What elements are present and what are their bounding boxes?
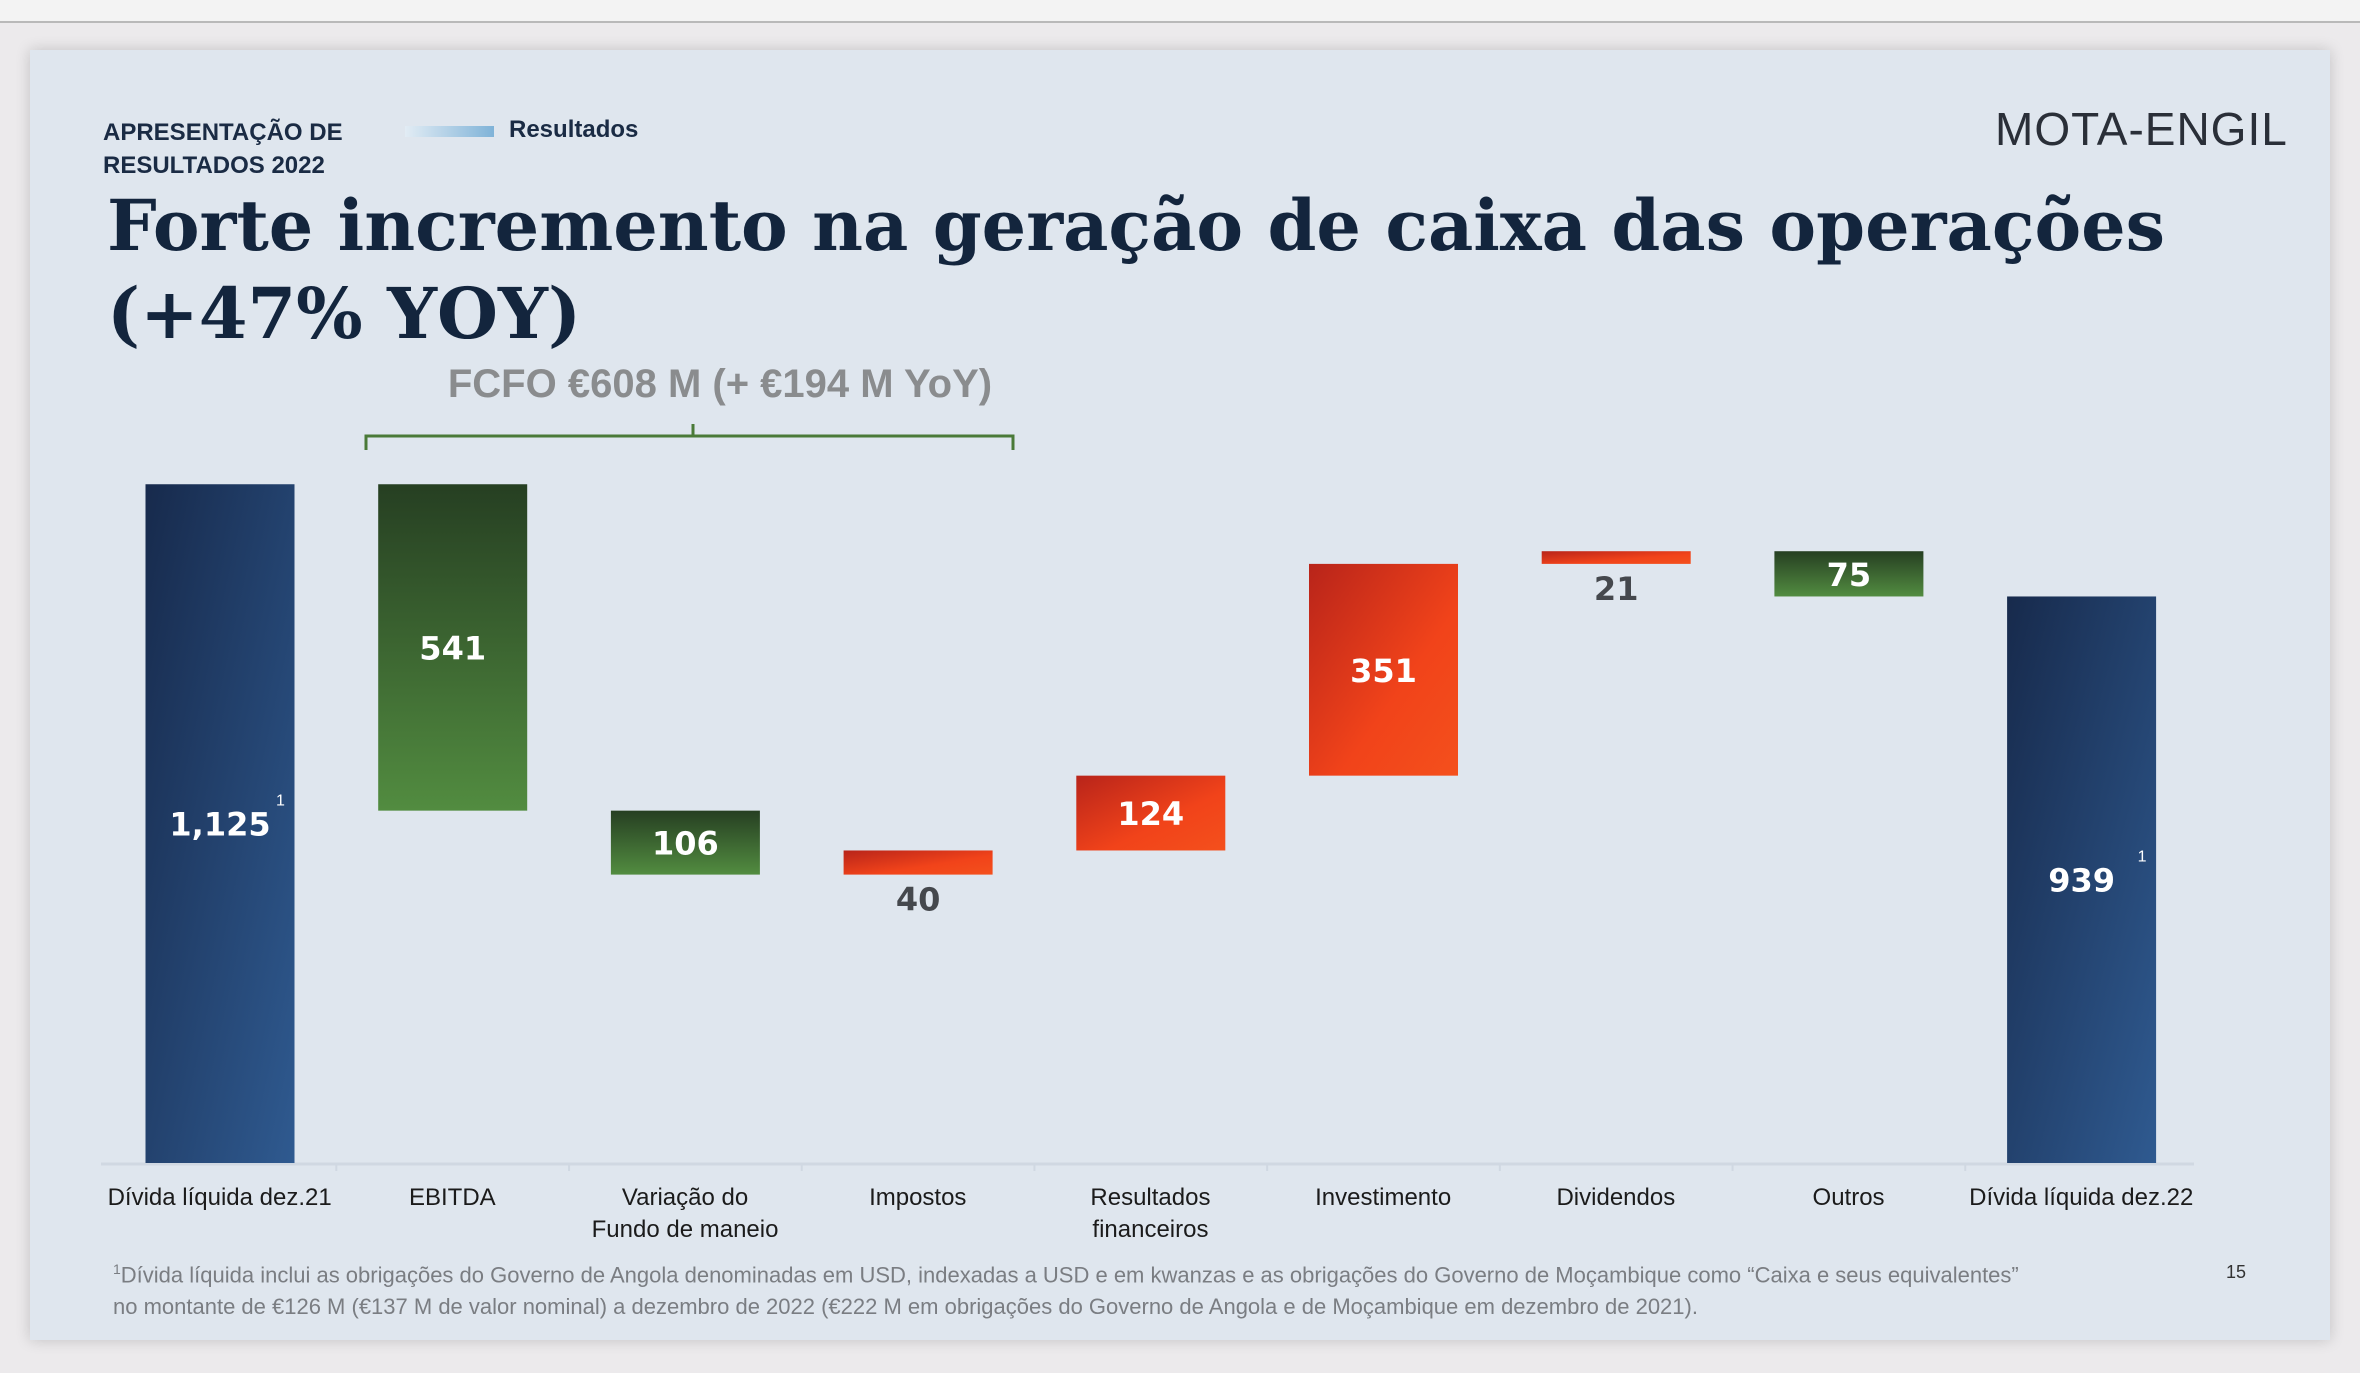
category-label-line: Dívida líquida dez.21 [107,1184,332,1211]
bar-0 [145,484,295,1163]
category-label: EBITDA [336,1182,568,1214]
bar-5 [1309,563,1458,776]
section-label-line2: RESULTADOS 2022 [103,152,325,179]
category-label-line: Dividendos [1556,1184,1676,1211]
bar-3 [843,850,993,875]
bar-4 [1076,775,1226,851]
waterfall-chart: 1,125 1 541 106 40 124 351 21 75 939 1 [101,424,2194,1171]
window-top-bar [0,0,2360,23]
category-label: Dívida líquida dez.21 [104,1182,336,1214]
category-label: Resultados financeiros [1034,1182,1266,1246]
data-label: 75 [1827,556,1872,594]
page-number: 15 [2226,1262,2247,1282]
bar-2 [610,810,760,875]
category-label-line: Dívida líquida dez.22 [1969,1184,2194,1211]
category-label-line: Fundo de maneio [591,1216,779,1243]
section-label-line1: APRESENTAÇÃO DE [103,119,343,146]
category-label-line: Impostos [869,1184,967,1211]
category-label-line: Outros [1812,1184,1885,1211]
section-tag-bar [405,126,494,137]
data-label: 541 [419,629,486,667]
footnote-line2: no montante de €126 M (€137 M de valor n… [113,1294,1698,1320]
title-line2: (+47% YOY) [107,272,582,355]
category-label: Dívida líquida dez.22 [1965,1182,2197,1214]
data-label: 40 [896,881,941,919]
fcfo-bracket [364,424,1015,450]
category-label-line: Variação do [621,1184,749,1211]
bar-7 [1774,551,1924,597]
section-label: APRESENTAÇÃO DE RESULTADOS 2022 [103,116,343,182]
title-line1: Forte incremento na geração de caixa das… [107,184,2166,267]
data-label: 106 [652,825,719,863]
data-label: 21 [1594,570,1639,608]
data-label: 124 [1117,795,1184,833]
company-logo: MOTA-ENGIL [1995,103,2288,155]
bar-6 [1541,551,1691,564]
category-label-line: financeiros [1092,1216,1209,1243]
section-tag: Resultados [509,116,639,143]
data-label: 351 [1350,652,1417,690]
data-label: 939 [2048,862,2115,900]
category-label: Impostos [802,1182,1034,1214]
category-label-line: EBITDA [409,1184,496,1211]
footnote-text1: Dívida líquida inclui as obrigações do G… [120,1262,2019,1288]
data-label: 1,125 [169,806,270,844]
bar-1 [378,484,528,811]
page-title: Forte incremento na geração de caixa das… [107,182,2257,358]
footnote-marker: 1 [2138,849,2147,866]
category-label: Variação do Fundo de maneio [569,1182,801,1246]
footnote-mark: 1 [113,1261,121,1277]
bar-8 [2007,596,2157,1163]
fcfo-label: FCFO €608 M (+ €194 M YoY) [447,362,993,406]
category-label: Dividendos [1500,1182,1732,1214]
footnote: 1Dívida líquida inclui as obrigações do … [113,1253,2203,1323]
slide: APRESENTAÇÃO DE RESULTADOS 2022 Resultad… [30,50,2330,1340]
category-label-line: Resultados [1090,1184,1211,1211]
footnote-marker: 1 [276,793,285,810]
category-label-line: Investimento [1315,1184,1452,1211]
category-label: Investimento [1267,1182,1499,1214]
footnote-line1: 1Dívida líquida inclui as obrigações do … [113,1253,2203,1291]
category-label: Outros [1733,1182,1965,1214]
